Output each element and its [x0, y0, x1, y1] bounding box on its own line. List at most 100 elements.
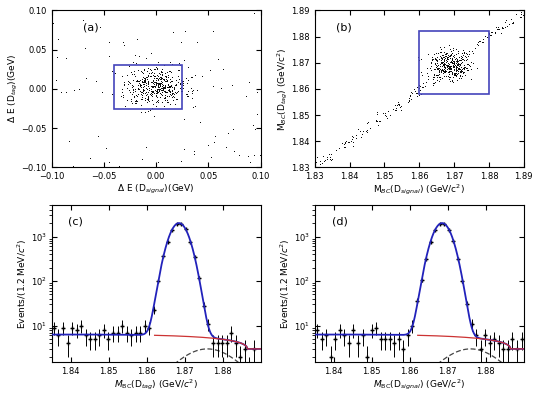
Point — [153, 87, 161, 94]
Point — [364, 119, 373, 125]
Point — [386, 112, 394, 118]
Point — [455, 65, 463, 71]
Point — [442, 50, 450, 56]
Point — [449, 74, 457, 80]
Point — [433, 71, 441, 78]
Point — [439, 60, 448, 67]
Point — [448, 57, 457, 63]
Point — [434, 62, 443, 69]
Point — [120, 81, 129, 88]
Point — [448, 49, 457, 56]
Point — [423, 50, 432, 57]
Point — [151, 84, 159, 91]
Point — [178, 81, 186, 87]
Point — [137, 91, 146, 97]
Point — [144, 87, 153, 93]
Point — [158, 92, 166, 98]
Point — [148, 77, 157, 84]
Point — [453, 67, 462, 73]
Point — [434, 72, 443, 78]
Point — [139, 70, 147, 76]
Point — [332, 146, 340, 153]
Point — [474, 39, 482, 45]
Point — [178, 78, 186, 85]
Point — [436, 59, 445, 66]
Point — [131, 52, 139, 59]
Point — [436, 56, 445, 63]
Point — [183, 80, 191, 86]
Point — [188, 104, 197, 111]
Point — [177, 86, 185, 92]
Point — [511, 11, 520, 18]
Point — [443, 56, 452, 63]
Point — [145, 107, 154, 113]
Point — [463, 56, 472, 63]
Point — [448, 60, 457, 67]
Point — [523, 6, 532, 13]
Point — [444, 56, 453, 63]
Point — [138, 81, 147, 87]
Point — [446, 63, 454, 69]
Point — [144, 78, 152, 84]
Point — [440, 54, 448, 60]
Point — [433, 62, 442, 69]
Point — [177, 88, 185, 95]
Point — [152, 90, 161, 96]
Point — [460, 49, 468, 56]
Point — [433, 71, 441, 78]
Point — [460, 49, 468, 55]
Point — [249, 151, 258, 158]
Point — [154, 89, 163, 95]
Point — [405, 97, 414, 104]
Point — [429, 56, 437, 63]
Point — [313, 153, 321, 160]
Point — [450, 51, 459, 58]
Point — [150, 113, 158, 119]
Point — [458, 55, 467, 62]
Point — [146, 79, 155, 85]
Point — [449, 45, 457, 51]
Point — [438, 68, 447, 74]
Point — [108, 91, 117, 97]
Point — [158, 69, 166, 75]
Point — [458, 52, 467, 58]
Point — [501, 19, 510, 26]
Point — [431, 57, 440, 63]
Point — [135, 86, 144, 93]
Point — [143, 96, 151, 103]
Point — [435, 74, 443, 80]
Point — [460, 49, 468, 55]
Point — [177, 158, 186, 164]
Point — [193, 87, 201, 93]
Point — [437, 63, 446, 69]
Point — [153, 64, 161, 71]
Point — [460, 64, 469, 71]
Point — [168, 93, 177, 99]
Point — [144, 95, 152, 102]
Point — [442, 49, 451, 56]
Point — [160, 85, 168, 91]
Point — [153, 73, 162, 79]
Point — [229, 125, 238, 132]
Point — [134, 79, 143, 86]
Point — [434, 62, 443, 68]
Point — [157, 75, 166, 81]
Point — [142, 89, 151, 96]
Point — [347, 137, 355, 144]
Point — [421, 83, 429, 90]
Point — [352, 132, 360, 139]
Point — [70, 87, 78, 93]
Point — [157, 68, 165, 75]
Point — [155, 69, 164, 76]
Point — [455, 63, 463, 69]
Point — [163, 89, 171, 95]
Point — [453, 57, 462, 63]
Point — [474, 38, 483, 44]
Point — [164, 87, 173, 93]
Point — [156, 90, 165, 96]
Point — [206, 154, 215, 160]
Point — [105, 159, 113, 165]
Point — [156, 73, 164, 80]
Point — [170, 82, 179, 89]
Point — [453, 56, 461, 63]
